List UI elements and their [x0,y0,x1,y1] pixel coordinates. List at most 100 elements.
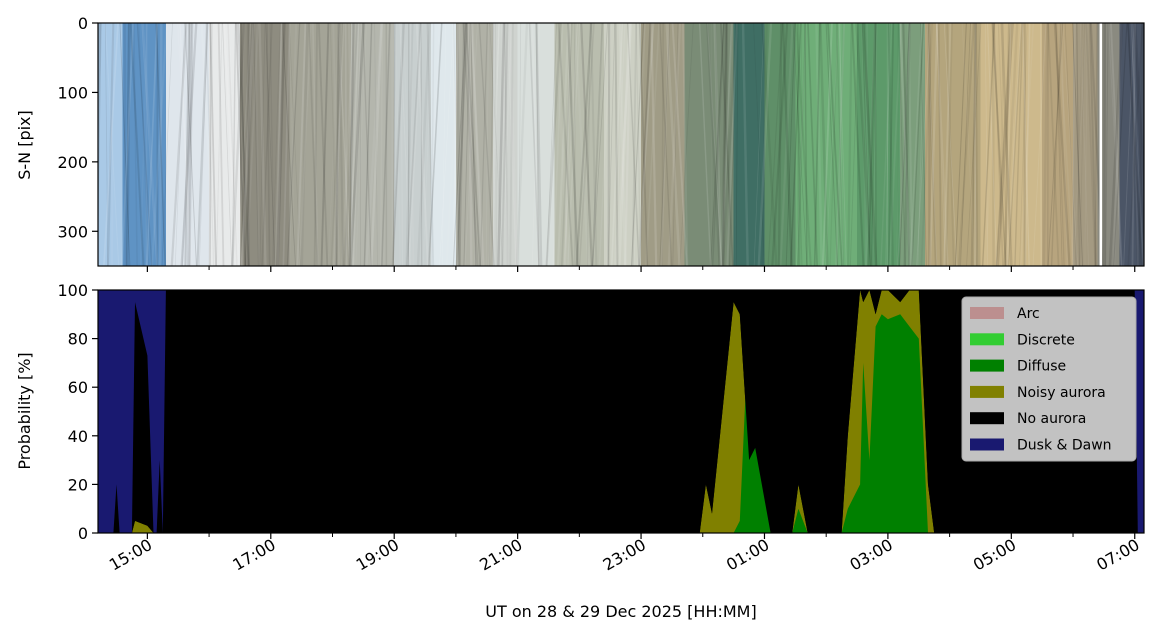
keogram-streak [478,23,495,266]
keogram-streak [288,23,302,266]
keogram-streak [330,23,344,266]
keogram-streak [1085,23,1097,266]
y-tick-label: 300 [57,222,88,241]
keogram-streak [535,23,543,266]
keogram-streak [872,23,878,266]
keogram-streak [946,23,955,266]
keogram-streak [300,23,309,266]
keogram-streak [819,23,829,266]
keogram-streak [430,23,435,266]
y-tick-label: 40 [68,427,88,446]
keogram-streak [282,23,291,266]
keogram-streak [110,23,114,266]
keogram-streak [665,23,681,266]
probability-y-ticks: 0 20 40 60 80 100 [57,281,98,543]
keogram-streak [630,23,644,266]
keogram-streak [1108,23,1124,266]
keogram-streak [897,23,911,266]
keogram-streak [470,23,477,266]
keogram-streak [415,23,429,266]
keogram-streak [274,23,283,266]
keogram-streak [822,23,833,266]
keogram-streak [645,23,660,266]
keogram-streak [590,23,604,266]
keogram-streak [606,23,611,266]
keogram-streak [591,23,604,266]
legend-label: Discrete [1017,332,1075,348]
keogram-streak [176,23,194,266]
keogram-streak [255,23,260,266]
keogram-streak [427,23,440,266]
keogram-streak [227,23,238,266]
keogram-streak [681,23,689,266]
keogram-streak [661,23,664,266]
keogram-streak [797,23,800,266]
keogram-streak [317,23,329,266]
keogram-streak [825,23,839,266]
legend-swatch [970,438,1004,451]
keogram-streak [835,23,846,266]
keogram-streak [196,23,209,266]
keogram-streak [870,23,877,266]
keogram-streak [863,23,875,266]
keogram-streak [916,23,931,266]
x-tick-label: 07:00 [1093,535,1142,575]
keogram-streak [591,23,604,266]
keogram-streak [1050,23,1062,266]
keogram-streak [638,23,646,266]
keogram-streak [506,23,517,266]
keogram-streak [209,23,217,266]
keogram-streak [239,23,253,266]
keogram-streak [721,23,728,266]
keogram-streak [123,23,127,266]
x-tick-label: 17:00 [229,535,278,575]
keogram-streak [671,23,688,266]
keogram-streak [313,23,319,266]
keogram-streak [943,23,952,266]
x-tick-label: 01:00 [723,535,772,575]
probability-frame [97,289,1145,534]
keogram-streak [898,23,906,266]
keogram-streak [458,23,466,266]
keogram-streak [705,23,721,266]
keogram-streak [227,23,240,266]
legend-label: Diffuse [1017,359,1066,375]
keogram-streak [767,23,784,266]
keogram-streak [887,23,895,266]
legend-swatch [970,412,1004,425]
keogram-streak [790,23,802,266]
keogram-streak [1055,23,1065,266]
keogram-streak [272,23,281,266]
keogram-streak [777,23,783,266]
keogram-streak [1072,23,1088,266]
keogram-streak [926,23,937,266]
keogram-streak [231,23,245,266]
keogram-streak [1133,23,1144,203]
keogram-streak [719,23,734,266]
keogram-streak [509,23,514,266]
keogram-streak [374,23,379,266]
keogram-streak [455,23,468,266]
keogram-streak [903,23,911,266]
keogram-streak [352,23,362,266]
keogram-streak [785,23,796,266]
keogram-streak [141,23,157,266]
keogram-streak [471,23,483,266]
keogram-streak [98,23,102,164]
keogram-streak [464,23,477,266]
keogram-streak [586,23,591,266]
keogram-streak [244,23,255,266]
keogram-streak [757,23,773,266]
keogram-streak [1127,23,1143,266]
keogram-streak [815,23,823,266]
keogram-streak [381,23,391,266]
keogram-streak [580,23,593,266]
keogram-streak [1042,23,1049,266]
keogram-streak [928,23,939,266]
keogram-streak [426,23,435,266]
keogram-streak [972,23,976,266]
keogram-streak [470,23,485,266]
keogram-streak [188,23,194,266]
keogram-streak [560,23,573,266]
keogram-streak [231,23,237,266]
